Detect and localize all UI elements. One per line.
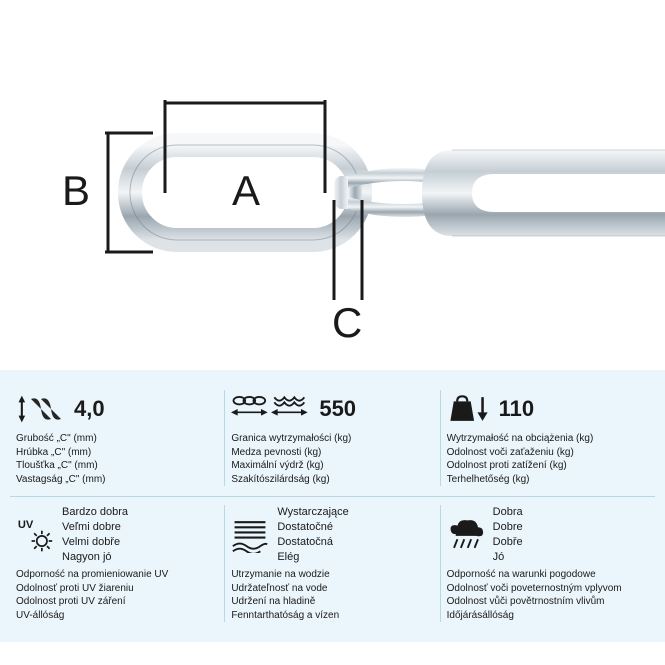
spec-load: 110 Wytrzymałość na obciążenia (kg) Odol… [441, 390, 655, 486]
dim-label-a: A [232, 167, 260, 214]
weather-icon [447, 517, 485, 553]
uv-ratings: Bardzo dobra Veľmi dobre Velmi dobře Nag… [62, 505, 128, 564]
water-ratings: Wystarczające Dostatočné Dostatočná Elég [277, 505, 348, 564]
dim-label-c: C [332, 299, 362, 346]
thickness-icon [16, 392, 66, 426]
spec-thickness: 4,0 Grubość „C" (mm) Hrúbka „C" (mm) Tlo… [10, 390, 225, 486]
spec-strength: 550 Granica wytrzymałości (kg) Medza pev… [225, 390, 440, 486]
chain-diagram: B A C [0, 0, 665, 370]
spec-panel: 4,0 Grubość „C" (mm) Hrúbka „C" (mm) Tlo… [0, 370, 665, 642]
strength-labels: Granica wytrzymałości (kg) Medza pevnost… [231, 432, 427, 486]
weather-labels: Odporność na warunki pogodowe Odolnosť v… [447, 568, 643, 622]
dim-label-b: B [62, 167, 90, 214]
spec-row-numeric: 4,0 Grubość „C" (mm) Hrúbka „C" (mm) Tlo… [10, 382, 655, 497]
spec-uv: UV [10, 505, 225, 622]
uv-icon: UV [16, 517, 54, 553]
water-labels: Utrzymanie na wodzie Udržateľnosť na vod… [231, 568, 427, 622]
uv-labels: Odporność na promieniowanie UV Odolnosť … [16, 568, 212, 622]
load-value: 110 [499, 396, 535, 422]
chain-svg: B A C [0, 0, 665, 370]
spec-row-ratings: UV [10, 497, 655, 632]
load-labels: Wytrzymałość na obciążenia (kg) Odolnost… [447, 432, 643, 486]
thickness-value: 4,0 [74, 396, 105, 422]
spec-water: Wystarczające Dostatočné Dostatočná Elég… [225, 505, 440, 622]
strength-value: 550 [319, 396, 356, 422]
svg-text:UV: UV [18, 519, 34, 531]
thickness-labels: Grubość „C" (mm) Hrúbka „C" (mm) Tloušťk… [16, 432, 212, 486]
spec-weather: Dobra Dobre Dobře Jó Odporność na warunk… [441, 505, 655, 622]
weather-ratings: Dobra Dobre Dobře Jó [493, 505, 523, 564]
load-icon [447, 392, 491, 426]
strength-icon [231, 392, 311, 426]
water-icon [231, 517, 269, 553]
